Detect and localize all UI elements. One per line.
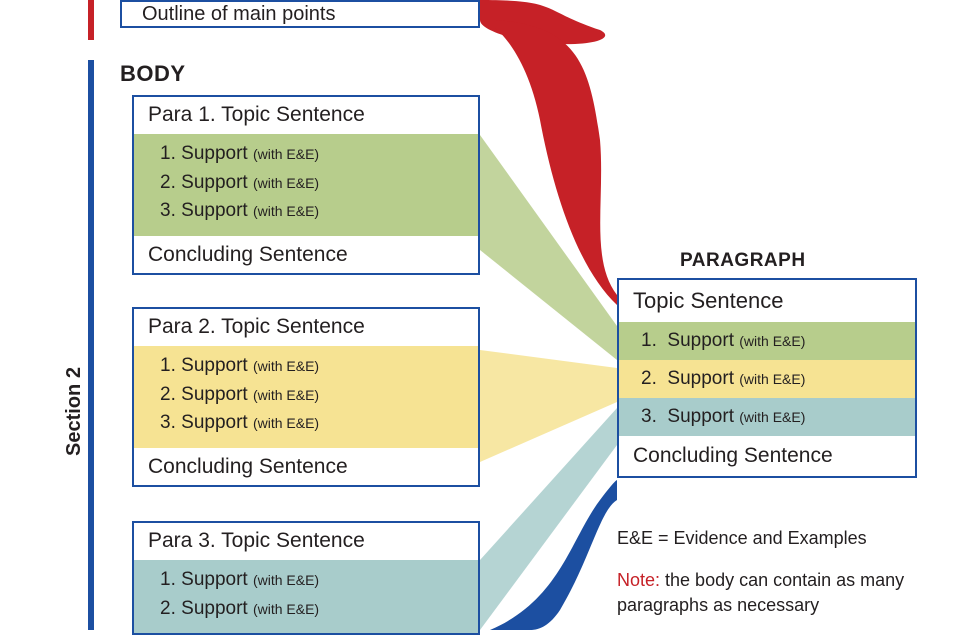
para-3-header: Para 3. Topic Sentence <box>134 523 478 560</box>
note-block: Note: the body can contain as many parag… <box>617 568 927 618</box>
note-label: Note: <box>617 570 660 590</box>
para-1-support-2: 2. Support (with E&E) <box>160 169 452 198</box>
para-2-support-3: 3. Support (with E&E) <box>160 409 452 438</box>
blue-flow <box>490 480 617 630</box>
para-1-support-3: 3. Support (with E&E) <box>160 197 452 226</box>
paragraph-detail-box: Topic Sentence 1. Support (with E&E) 2. … <box>617 278 917 478</box>
paragraph-heading: PARAGRAPH <box>680 250 806 272</box>
para-2-support-2: 2. Support (with E&E) <box>160 381 452 410</box>
para-1-box: Para 1. Topic Sentence 1. Support (with … <box>132 95 480 275</box>
section-2-label: Section 2 <box>63 367 86 456</box>
paragraph-support-3: 3. Support (with E&E) <box>619 398 915 436</box>
section-1-bar <box>88 0 94 40</box>
yellow-flow <box>480 350 617 462</box>
para-2-supports: 1. Support (with E&E) 2. Support (with E… <box>134 346 478 448</box>
paragraph-support-1: 1. Support (with E&E) <box>619 322 915 360</box>
para-2-box: Para 2. Topic Sentence 1. Support (with … <box>132 307 480 487</box>
red-flow-2 <box>495 20 617 305</box>
para-3-supports: 1. Support (with E&E) 2. Support (with E… <box>134 560 478 633</box>
note-text: the body can contain as many paragraphs … <box>617 570 904 615</box>
para-1-supports: 1. Support (with E&E) 2. Support (with E… <box>134 134 478 236</box>
paragraph-concluding: Concluding Sentence <box>619 436 915 476</box>
para-2-header: Para 2. Topic Sentence <box>134 309 478 346</box>
green-flow <box>480 135 617 360</box>
paragraph-topic: Topic Sentence <box>619 280 915 322</box>
para-3-support-2: 2. Support (with E&E) <box>160 595 452 624</box>
teal-flow <box>480 408 617 630</box>
para-2-support-1: 1. Support (with E&E) <box>160 352 452 381</box>
outline-box: Outline of main points <box>120 0 480 28</box>
para-3-box: Para 3. Topic Sentence 1. Support (with … <box>132 521 480 635</box>
para-1-support-1: 1. Support (with E&E) <box>160 140 452 169</box>
legend-text: E&E = Evidence and Examples <box>617 528 867 549</box>
para-1-header: Para 1. Topic Sentence <box>134 97 478 134</box>
section-2-bar <box>88 60 94 630</box>
body-heading: BODY <box>120 61 186 87</box>
para-1-concluding: Concluding Sentence <box>134 236 478 273</box>
outline-text: Outline of main points <box>142 3 335 25</box>
para-3-support-1: 1. Support (with E&E) <box>160 566 452 595</box>
paragraph-support-2: 2. Support (with E&E) <box>619 360 915 398</box>
red-flow-1 <box>480 0 605 44</box>
para-2-concluding: Concluding Sentence <box>134 448 478 485</box>
